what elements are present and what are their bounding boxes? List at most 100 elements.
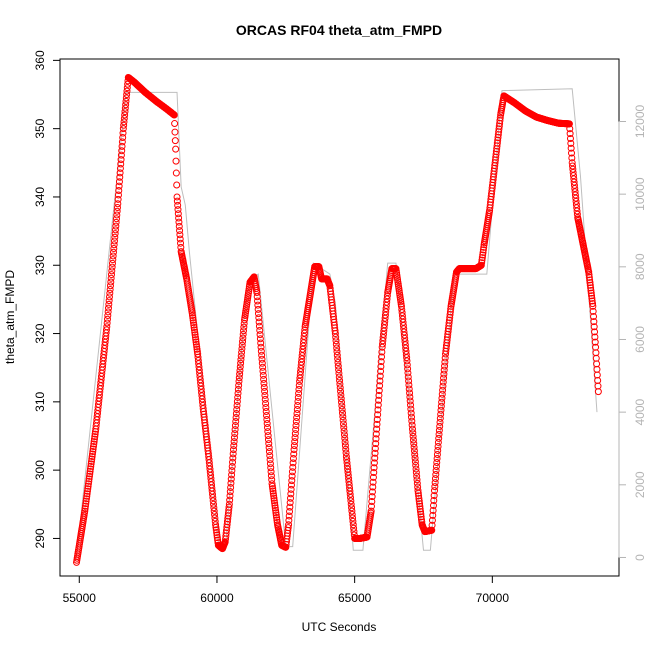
- data-point: [271, 499, 279, 507]
- data-point: [109, 248, 117, 256]
- data-point: [350, 524, 358, 532]
- y2-tick-label: 10000: [633, 177, 647, 211]
- data-point: [342, 445, 350, 453]
- data-point: [228, 471, 236, 479]
- data-point: [590, 312, 598, 320]
- data-point: [271, 504, 279, 512]
- data-point: [337, 395, 345, 403]
- data-point: [114, 191, 122, 199]
- data-point: [588, 294, 596, 302]
- data-point: [209, 493, 217, 501]
- data-point: [111, 226, 119, 234]
- data-point: [212, 526, 220, 534]
- data-point: [87, 457, 95, 465]
- data-point: [269, 487, 277, 495]
- data-point: [191, 328, 199, 336]
- data-point: [291, 434, 299, 442]
- data-point: [86, 470, 94, 478]
- data-point: [120, 121, 128, 129]
- data-point: [255, 322, 263, 330]
- data-point: [192, 336, 200, 344]
- chart-title: ORCAS RF04 theta_atm_FMPD: [236, 22, 442, 38]
- data-point: [257, 343, 265, 351]
- data-point: [290, 450, 298, 458]
- data-point: [108, 259, 116, 267]
- data-point: [338, 405, 346, 413]
- data-point: [417, 508, 425, 516]
- data-point: [594, 388, 602, 396]
- data-point: [589, 302, 597, 310]
- data-point: [411, 458, 419, 466]
- data-point: [83, 487, 91, 495]
- data-point: [262, 399, 270, 407]
- x-axis: 55000 60000 65000 70000: [63, 575, 509, 605]
- data-point: [120, 118, 128, 126]
- data-point: [591, 338, 599, 346]
- data-point: [413, 479, 421, 487]
- data-point: [190, 326, 198, 334]
- data-point: [410, 440, 418, 448]
- data-point: [341, 438, 349, 446]
- data-point: [368, 493, 376, 501]
- data-point: [83, 490, 91, 498]
- data-point: [416, 505, 424, 513]
- data-point: [441, 362, 449, 370]
- data-point: [406, 389, 414, 397]
- data-point: [232, 410, 240, 417]
- x-axis-label: UTC Seconds: [302, 620, 377, 634]
- data-point: [226, 492, 234, 500]
- data-point: [405, 385, 413, 393]
- data-point: [376, 382, 384, 390]
- y2-tick-label: 4000: [633, 398, 647, 425]
- data-point: [339, 413, 347, 421]
- data-point: [89, 445, 97, 453]
- data-point: [173, 193, 181, 201]
- data-point: [407, 405, 415, 413]
- data-point: [368, 497, 376, 505]
- data-point: [84, 485, 92, 493]
- data-point: [338, 402, 346, 410]
- data-point: [589, 307, 597, 315]
- data-point: [175, 222, 183, 230]
- data-point: [370, 464, 378, 472]
- data-point: [119, 125, 127, 133]
- data-point: [373, 416, 381, 424]
- data-point: [258, 351, 266, 359]
- data-point: [236, 370, 244, 378]
- data-point: [233, 401, 241, 409]
- data-point: [348, 507, 356, 515]
- data-point: [479, 248, 487, 256]
- data-point: [254, 310, 262, 318]
- data-point: [172, 145, 180, 153]
- data-point: [234, 389, 242, 397]
- data-point: [378, 348, 386, 356]
- data-point: [89, 448, 97, 456]
- data-point: [123, 84, 131, 92]
- data-point: [111, 233, 119, 241]
- data-point: [189, 316, 197, 324]
- data-point: [333, 344, 341, 352]
- data-point: [231, 422, 239, 430]
- data-point: [409, 429, 417, 437]
- data-point: [478, 256, 486, 264]
- data-point: [265, 440, 273, 448]
- data-point: [412, 465, 420, 473]
- data-point: [102, 326, 110, 334]
- data-point: [340, 427, 348, 435]
- data-point: [290, 442, 298, 450]
- data-point: [273, 516, 281, 524]
- data-point: [590, 323, 598, 331]
- data-point: [429, 501, 437, 509]
- data-point: [414, 487, 422, 495]
- data-point: [436, 422, 444, 430]
- data-point: [173, 181, 181, 189]
- data-point: [107, 271, 115, 279]
- data-point: [372, 430, 380, 438]
- data-point: [437, 410, 445, 418]
- data-point: [334, 358, 342, 366]
- data-point: [175, 218, 183, 226]
- data-point: [119, 134, 127, 141]
- data-point: [260, 375, 268, 383]
- data-point: [440, 366, 448, 374]
